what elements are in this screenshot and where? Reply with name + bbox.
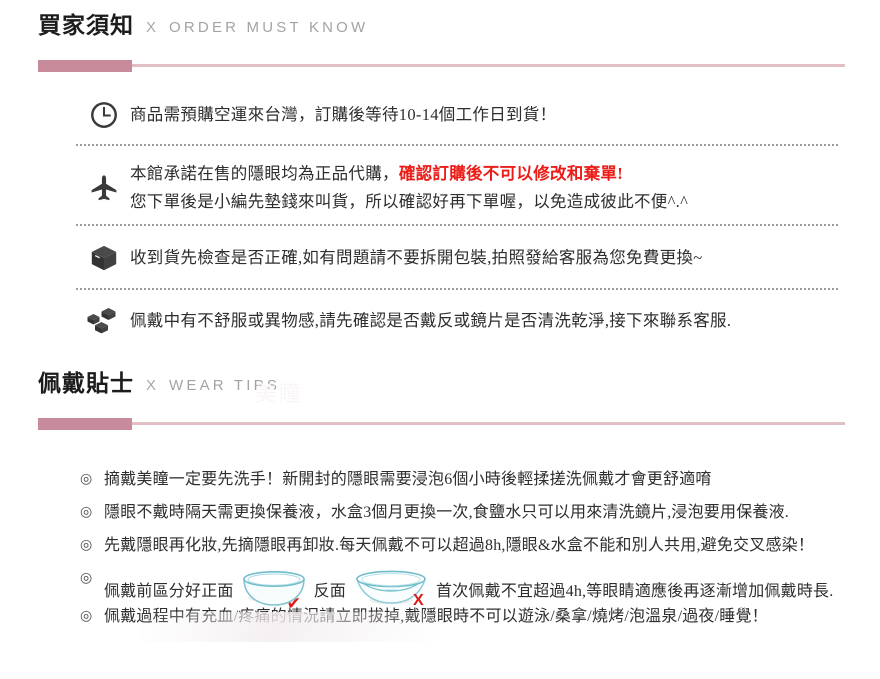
- notice-text-normal: 本館承諾在售的隱眼均為正品代購，: [130, 163, 399, 183]
- tip-bullet-icon: ◎: [80, 472, 93, 487]
- notice-separator: [76, 288, 838, 291]
- notice-separator: [76, 144, 838, 147]
- box-icon: [78, 243, 130, 273]
- notice-row-discomfort: 佩戴中有不舒服或異物感,請先確認是否戴反或鏡片是否清洗乾淨,接下來聯系客服.: [78, 302, 838, 340]
- lens-inverted-icon: X: [347, 567, 435, 618]
- section-header-wear-tips: 佩戴貼士 X WEAR TIPS 美瞳: [0, 372, 880, 434]
- section-title-cn: 買家須知: [38, 12, 134, 38]
- tip-text-part-a: 佩戴前區分好正面: [104, 583, 234, 601]
- notice-line: 佩戴中有不舒服或異物感,請先確認是否戴反或鏡片是否清洗乾淨,接下來聯系客服.: [130, 310, 732, 330]
- notice-row-shipping: 商品需預購空運來台灣，訂購後等待10-14個工作日到貨！: [78, 96, 838, 134]
- section-title-cn: 佩戴貼士: [38, 370, 134, 396]
- correct-check-mark: ✔: [286, 594, 302, 613]
- section-header-order-must-know: 買家須知 X ORDER MUST KNOW: [0, 14, 880, 76]
- clock-icon: [78, 100, 130, 130]
- notice-text: 收到貨先檢查是否正確,如有問題請不要拆開包裝,拍照發給客服為您免費更換~: [130, 244, 838, 272]
- airplane-icon: [78, 173, 130, 203]
- section-accent-bar: [38, 60, 132, 72]
- tip-row: ◎ 摘戴美瞳一定要先洗手！新開封的隱眼需要浸泡6個小時後輕揉搓洗佩戴才會更舒適唷: [80, 468, 850, 493]
- notice-text-alert: 確認訂購後不可以修改和棄單!: [398, 163, 624, 183]
- lens-correct-icon: ✔: [235, 567, 313, 618]
- tip-bullet-icon: ◎: [80, 609, 93, 624]
- tip-text-part-b: 反面: [313, 583, 347, 601]
- tip-row-orientation: ◎ 佩戴前區分好正面 ✔ 反面 X 首次佩戴不宜超過4h,等眼睛適應後再逐漸增加佩戴時長…: [80, 567, 850, 618]
- section-rule-line: [38, 64, 845, 67]
- tip-text: 先戴隱眼再化妝,先摘隱眼再卸妝.每天佩戴不可以超過8h,隱眼&水盒不能和別人共用…: [104, 537, 815, 554]
- section-rule-line: [38, 422, 845, 425]
- tip-row: ◎ 隱眼不戴時隔天需更換保養液，水盒3個月更換一次,食鹽水只可以用來清洗鏡片,浸…: [80, 501, 850, 526]
- tip-text: 隱眼不戴時隔天需更換保養液，水盒3個月更換一次,食鹽水只可以用來清洗鏡片,浸泡要…: [104, 504, 790, 521]
- notice-line-2: 您下單後是小編先墊錢來叫貨，所以確認好再下單喔，以免造成彼此不便^.^: [130, 192, 689, 211]
- notice-row-inspection: 收到貨先檢查是否正確,如有問題請不要拆開包裝,拍照發給客服為您免費更換~: [78, 240, 838, 276]
- tip-text: 佩戴過程中有充血/疼痛的情況請立即拔掉,戴隱眼時不可以遊泳/桑拿/燒烤/泡溫泉/…: [104, 608, 768, 625]
- section-accent-bar: [38, 418, 132, 430]
- tip-row: ◎ 佩戴過程中有充血/疼痛的情況請立即拔掉,戴隱眼時不可以遊泳/桑拿/燒烤/泡溫…: [80, 605, 850, 630]
- section-title-separator: X: [146, 19, 158, 36]
- tip-row: ◎ 先戴隱眼再化妝,先摘隱眼再卸妝.每天佩戴不可以超過8h,隱眼&水盒不能和別人…: [80, 534, 850, 559]
- notice-separator: [76, 224, 838, 227]
- section-title-en: WEAR TIPS: [169, 377, 281, 394]
- section-title-group: 佩戴貼士 X WEAR TIPS: [38, 372, 280, 395]
- section-title-en: ORDER MUST KNOW: [169, 19, 369, 36]
- section-title-group: 買家須知 X ORDER MUST KNOW: [38, 14, 368, 37]
- wrong-x-mark: X: [413, 592, 424, 609]
- tip-bullet-icon: ◎: [80, 571, 93, 586]
- tip-text: 佩戴前區分好正面 ✔ 反面 X 首次佩戴不宜超過4h,等眼睛適應後再逐漸增加佩戴時長.: [104, 567, 850, 618]
- notice-line: 收到貨先檢查是否正確,如有問題請不要拆開包裝,拍照發給客服為您免費更換~: [130, 247, 703, 267]
- notice-text: 本館承諾在售的隱眼均為正品代購，確認訂購後不可以修改和棄單! 您下單後是小編先墊…: [130, 160, 838, 217]
- notice-line: 商品需預購空運來台灣，訂購後等待10-14個工作日到貨！: [130, 104, 557, 124]
- notice-row-authenticity: 本館承諾在售的隱眼均為正品代購，確認訂購後不可以修改和棄單! 您下單後是小編先墊…: [78, 160, 838, 216]
- notice-line-1: 本館承諾在售的隱眼均為正品代購，確認訂購後不可以修改和棄單!: [130, 160, 838, 188]
- tip-bullet-icon: ◎: [80, 505, 93, 520]
- notice-text: 佩戴中有不舒服或異物感,請先確認是否戴反或鏡片是否清洗乾淨,接下來聯系客服.: [130, 307, 838, 335]
- tip-bullet-icon: ◎: [80, 538, 93, 553]
- notice-text: 商品需預購空運來台灣，訂購後等待10-14個工作日到貨！: [130, 101, 838, 129]
- tip-text: 摘戴美瞳一定要先洗手！新開封的隱眼需要浸泡6個小時後輕揉搓洗佩戴才會更舒適唷: [104, 471, 712, 488]
- tip-text-part-c: 首次佩戴不宜超過4h,等眼睛適應後再逐漸增加佩戴時長.: [436, 583, 834, 601]
- section-title-separator: X: [146, 377, 158, 394]
- boxes-icon: [78, 304, 130, 338]
